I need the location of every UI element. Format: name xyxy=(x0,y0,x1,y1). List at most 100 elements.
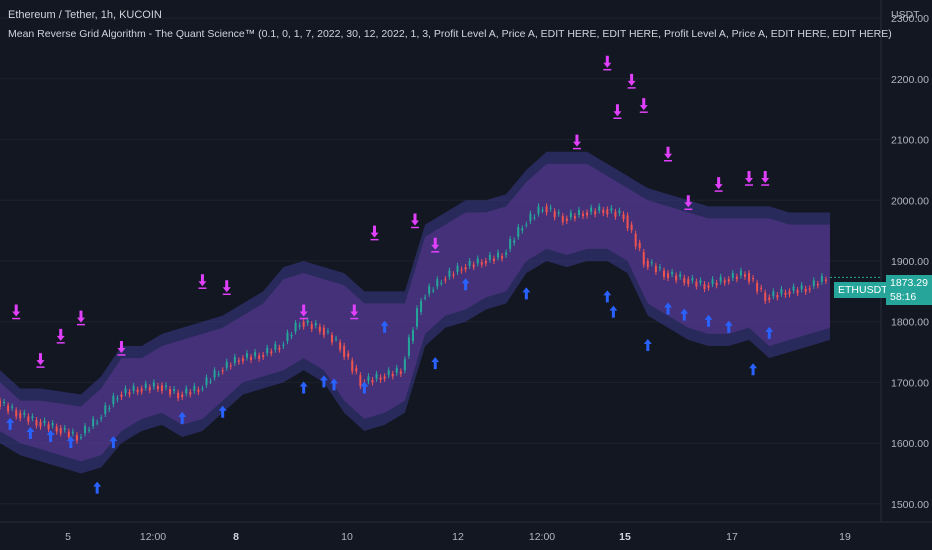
candle-body xyxy=(537,206,540,214)
sell-arrow-marker xyxy=(627,73,636,86)
candle-body xyxy=(464,267,467,270)
candle-body xyxy=(650,262,653,264)
candle-body xyxy=(351,360,354,372)
candle-body xyxy=(173,389,176,391)
price-series xyxy=(0,203,881,444)
sell-arrow-marker xyxy=(431,237,440,250)
candle-body xyxy=(638,242,641,249)
candle-body xyxy=(314,322,317,326)
candle-body xyxy=(229,365,232,367)
candle-body xyxy=(399,371,402,374)
candle-body xyxy=(47,424,50,430)
time-tick-label: 12:00 xyxy=(140,531,166,543)
candle-body xyxy=(780,288,783,294)
candle-body xyxy=(582,213,585,217)
candle-body xyxy=(262,355,265,357)
candle-body xyxy=(476,258,479,264)
candle-body xyxy=(160,385,163,391)
candle-body xyxy=(43,420,46,424)
candle-body xyxy=(7,405,10,412)
candle-body xyxy=(15,410,18,417)
candle-body xyxy=(468,261,471,266)
sell-arrow-marker xyxy=(603,55,612,68)
time-tick-label: 5 xyxy=(65,531,71,543)
buy-arrow-marker xyxy=(765,326,774,339)
candle-body xyxy=(355,367,358,372)
indicator-legend[interactable]: Mean Reverse Grid Algorithm - The Quant … xyxy=(8,28,892,40)
price-tick-label: 2000.00 xyxy=(891,195,929,207)
candle-body xyxy=(128,392,131,395)
candle-body xyxy=(347,353,350,357)
sell-arrow-marker xyxy=(76,310,85,323)
candle-body xyxy=(456,265,459,272)
candle-body xyxy=(573,216,576,219)
candle-body xyxy=(820,275,823,282)
candle-body xyxy=(586,212,589,216)
candle-body xyxy=(517,227,520,237)
price-tick-label: 1600.00 xyxy=(891,438,929,450)
candle-body xyxy=(808,288,811,290)
symbol-title[interactable]: Ethereum / Tether, 1h, KUCOIN xyxy=(8,9,162,21)
candle-body xyxy=(525,224,528,226)
candle-body xyxy=(743,274,746,277)
buy-arrow-marker xyxy=(609,305,618,318)
buy-arrow-marker xyxy=(360,381,369,394)
sell-arrow-marker xyxy=(36,353,45,366)
candle-body xyxy=(432,290,435,292)
buy-arrow-marker xyxy=(749,363,758,376)
candle-body xyxy=(472,264,475,268)
candle-body xyxy=(768,297,771,300)
buy-arrow-marker xyxy=(319,375,328,388)
candle-body xyxy=(59,427,62,434)
candle-body xyxy=(492,258,495,261)
buy-arrow-marker xyxy=(6,417,15,430)
candle-body xyxy=(707,285,710,288)
candle-body xyxy=(343,345,346,357)
candle-body xyxy=(598,206,601,211)
candle-body xyxy=(784,292,787,295)
candle-body xyxy=(800,285,803,290)
candle-body xyxy=(663,270,665,277)
candle-body xyxy=(715,282,718,286)
sell-arrow-marker xyxy=(639,98,648,111)
candle-body xyxy=(335,338,338,340)
time-tick-label: 17 xyxy=(726,531,738,543)
candle-body xyxy=(383,376,386,379)
candle-body xyxy=(35,420,38,426)
candle-body xyxy=(699,280,702,283)
price-tick-label: 2200.00 xyxy=(891,74,929,86)
time-tick-label: 19 xyxy=(839,531,851,543)
candle-body xyxy=(557,212,560,214)
candle-body xyxy=(606,209,609,215)
candle-body xyxy=(266,347,269,354)
buy-arrow-marker xyxy=(109,436,118,449)
candle-body xyxy=(201,388,204,390)
candle-body xyxy=(270,351,273,354)
candle-body xyxy=(614,211,617,217)
candle-body xyxy=(675,275,678,281)
last-price-badge: 1873.29 58:16 xyxy=(886,275,932,305)
sell-arrow-marker xyxy=(56,328,65,341)
candle-body xyxy=(460,269,463,271)
candle-body xyxy=(96,422,99,424)
candle-body xyxy=(731,273,734,278)
candle-body xyxy=(144,383,147,388)
buy-arrow-marker xyxy=(26,426,35,439)
candle-body xyxy=(739,270,742,276)
candle-body xyxy=(711,279,714,285)
price-tick-label: 1900.00 xyxy=(891,256,929,268)
candle-body xyxy=(509,239,512,249)
candle-body xyxy=(444,279,447,281)
candle-body xyxy=(306,320,309,323)
candle-body xyxy=(497,252,499,258)
sell-arrow-marker xyxy=(761,171,770,184)
candle-body xyxy=(501,256,504,259)
candle-body xyxy=(723,280,726,283)
candle-body xyxy=(436,279,439,287)
candle-body xyxy=(177,392,180,399)
sell-arrow-marker xyxy=(370,225,379,238)
candle-body xyxy=(233,356,236,363)
candle-body xyxy=(79,437,82,439)
